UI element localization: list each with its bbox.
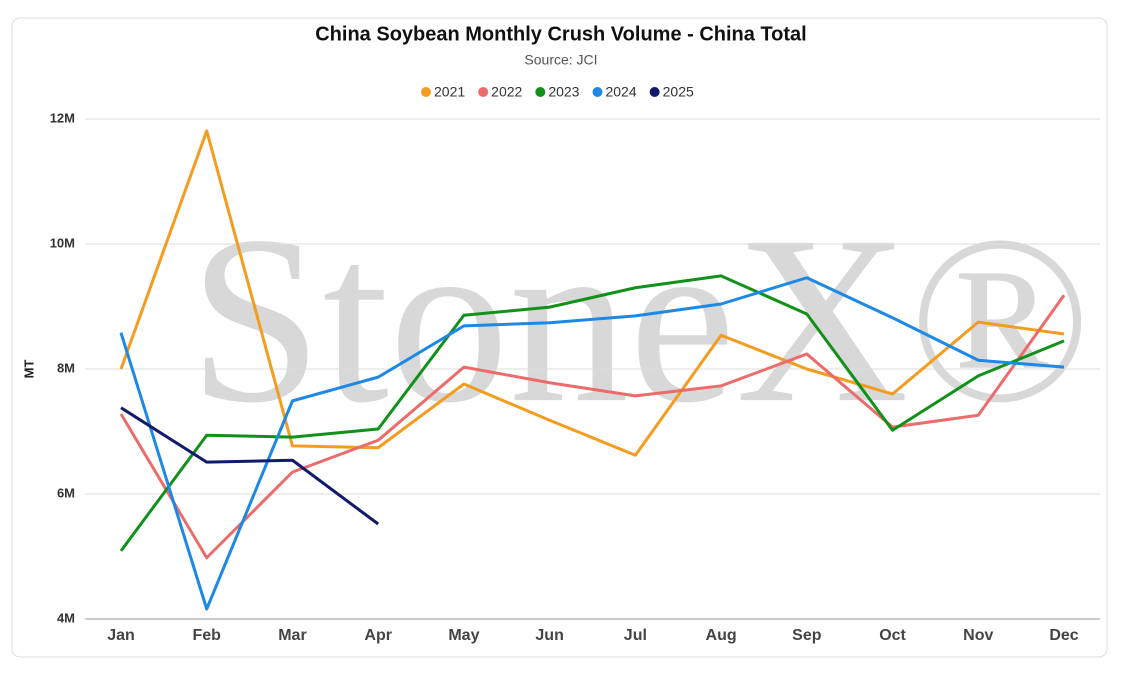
x-tick-label: May <box>448 627 479 644</box>
x-tick-label: Aug <box>706 627 737 644</box>
y-tick-label: 12M <box>50 110 75 125</box>
legend-label: 2024 <box>605 84 636 100</box>
y-tick-label: 4M <box>57 610 75 625</box>
legend-swatch <box>592 87 603 97</box>
x-tick-label: Jan <box>107 627 135 644</box>
series-line <box>119 294 1066 560</box>
legend-swatch <box>478 87 489 97</box>
y-tick-label: 8M <box>57 360 75 375</box>
legend-label: 2025 <box>663 84 694 100</box>
y-tick-label: 10M <box>50 235 75 250</box>
x-tick-label: Nov <box>963 627 993 644</box>
x-tick-label: Sep <box>792 627 822 644</box>
legend-label: 2022 <box>491 84 522 100</box>
series-line <box>119 129 1065 457</box>
x-tick-label: Feb <box>193 627 222 644</box>
legend-swatch <box>421 87 431 97</box>
legend-swatch <box>649 87 660 97</box>
y-axis-label: MT <box>21 360 36 379</box>
series-line <box>119 276 1065 611</box>
legend-swatch <box>535 87 546 97</box>
x-tick-label: Jul <box>624 627 647 644</box>
chart-title: China Soybean Monthly Crush Volume - Chi… <box>315 23 807 45</box>
x-tick-label: Mar <box>278 627 306 644</box>
card <box>11 17 1108 658</box>
x-tick-label: Oct <box>879 627 906 644</box>
y-tick-label: 6M <box>57 485 75 500</box>
watermark: StoneX® <box>189 186 1091 452</box>
legend-label: 2021 <box>434 84 465 100</box>
x-tick-label: Jun <box>535 627 563 644</box>
x-tick-label: Dec <box>1049 627 1078 644</box>
series-line <box>120 406 380 526</box>
x-tick-label: Apr <box>364 627 392 644</box>
chart-subtitle: Source: JCI <box>524 52 597 68</box>
legend-label: 2023 <box>548 84 579 100</box>
